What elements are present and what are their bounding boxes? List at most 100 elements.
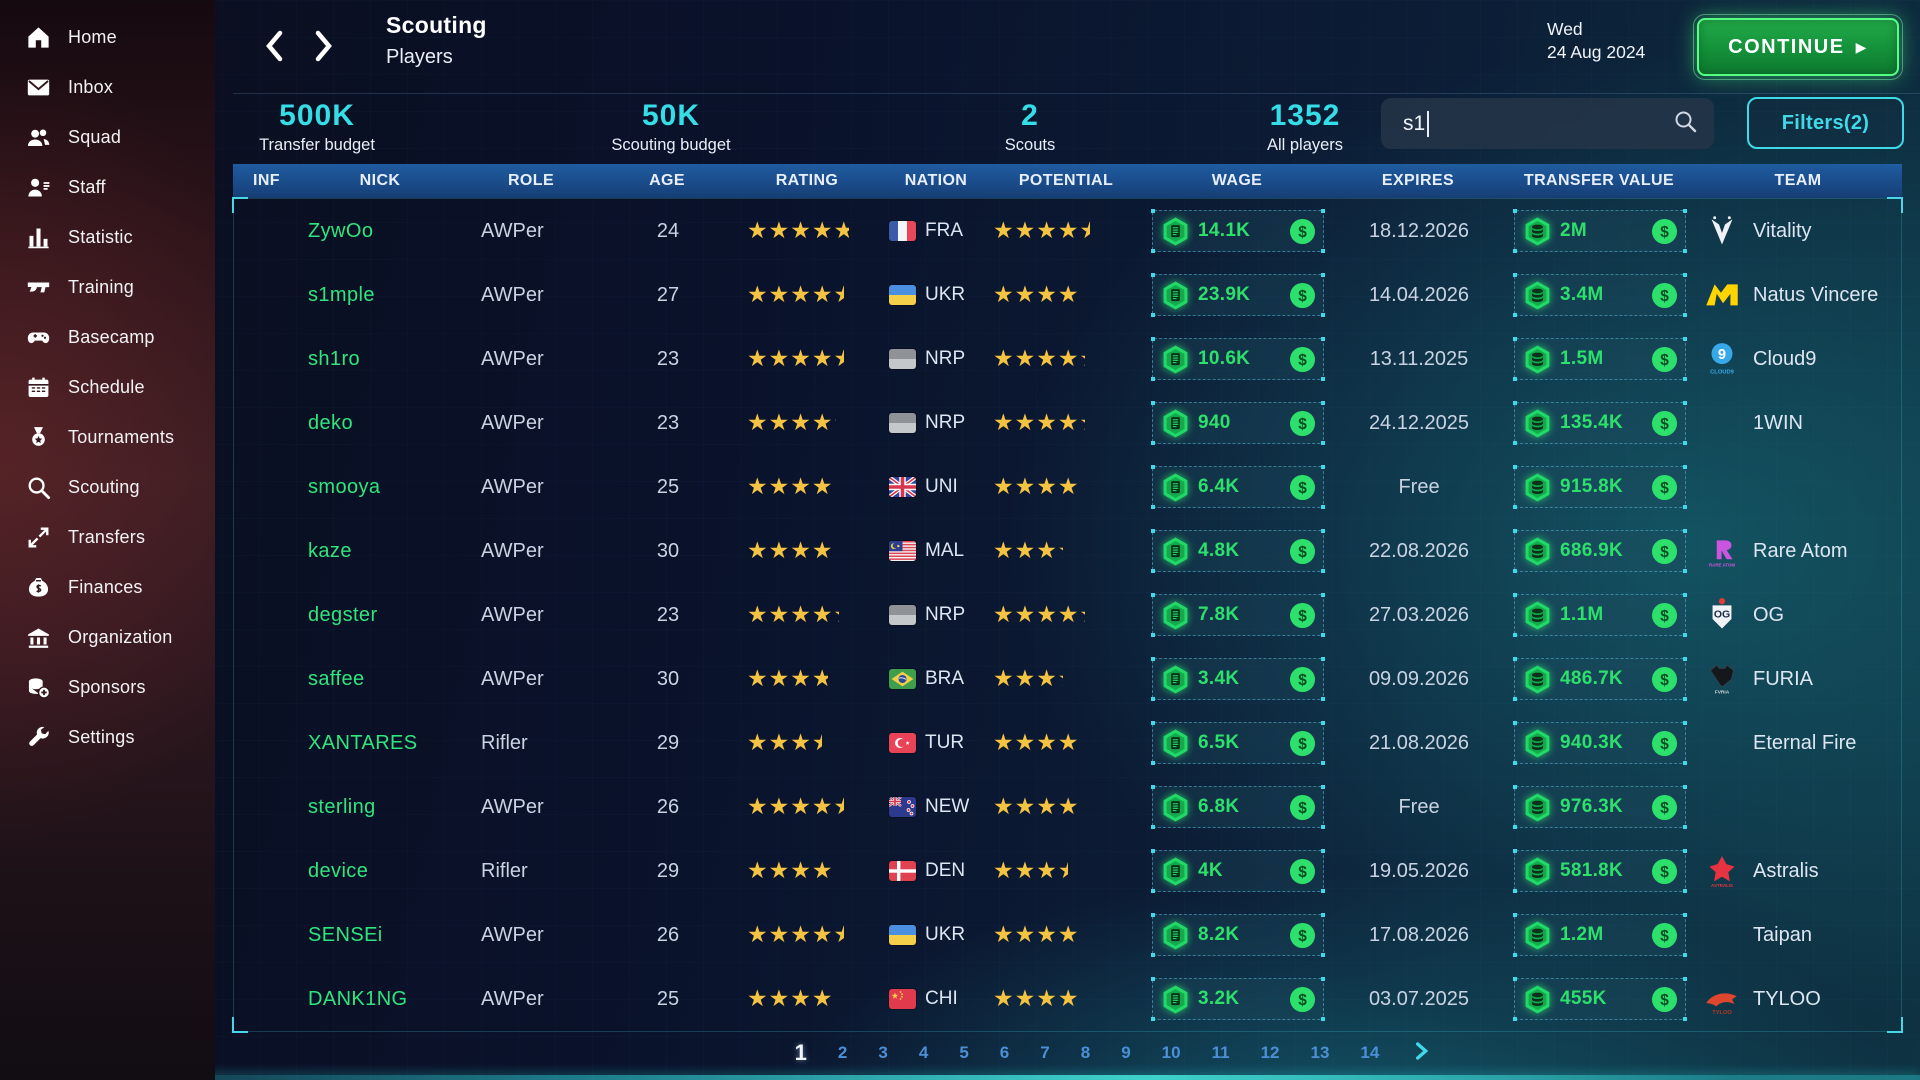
player-nick[interactable]: ZywOo xyxy=(308,219,374,242)
page-9[interactable]: 9 xyxy=(1121,1043,1131,1062)
column-header-rating[interactable]: RATING xyxy=(775,172,839,189)
table-row[interactable]: saffeeAWPer30★★★★BRA★★★★3.4K$09.09.20264… xyxy=(234,647,1901,711)
table-row[interactable]: DANK1NG AWPer 25 ★ ★ ★ ★ CHI ★ ★ ★ ★ 3.2K $03.07.2025… xyxy=(234,967,1901,1031)
sidebar-item-home[interactable]: Home xyxy=(0,12,215,62)
player-nick[interactable]: device xyxy=(308,859,369,882)
player-nick[interactable]: sterling xyxy=(308,795,376,818)
sidebar-item-tournaments[interactable]: Tournaments xyxy=(0,412,215,462)
table-row[interactable]: dekoAWPer23★★★★★NRP★★★★★940$24.12.202513… xyxy=(234,391,1901,455)
star-icon: ★ xyxy=(1014,729,1036,756)
svg-text:$: $ xyxy=(1298,351,1307,368)
page-5[interactable]: 5 xyxy=(959,1043,969,1062)
team-cell: 1WIN xyxy=(1695,405,1903,441)
star-icon: ★ xyxy=(790,281,811,308)
table-row[interactable]: SENSEi AWPer 26 ★ ★ ★ ★ ★ UKR ★ ★ ★ ★ 8.2K $17.08.2026… xyxy=(234,903,1901,967)
player-nick[interactable]: deko xyxy=(308,411,353,434)
sidebar-item-sponsors[interactable]: Sponsors xyxy=(0,662,215,712)
forward-button[interactable] xyxy=(306,30,342,66)
star-icon: ★ xyxy=(1036,793,1057,820)
coins-hex-icon xyxy=(1522,216,1553,247)
player-nick[interactable]: sh1ro xyxy=(308,347,361,370)
player-role: AWPer xyxy=(481,987,544,1010)
table-row[interactable]: ZywOo AWPer 24 ★ ★ ★ ★ ★ FRA ★ ★ ★ ★ ★ 14.1K $18.12.202… xyxy=(234,199,1901,263)
column-header-age[interactable]: AGE xyxy=(649,172,685,189)
page-6[interactable]: 6 xyxy=(999,1043,1010,1062)
page-7[interactable]: 7 xyxy=(1040,1043,1050,1062)
table-corner-bracket xyxy=(232,1017,248,1033)
sidebar-item-squad[interactable]: Squad xyxy=(0,112,215,162)
page-4[interactable]: 4 xyxy=(918,1043,929,1062)
table-row[interactable]: degsterAWPer23★★★★★NRP★★★★★7.8K$27.03.20… xyxy=(234,583,1901,647)
coins-hex-icon xyxy=(1522,856,1553,887)
sidebar-item-statistic[interactable]: Statistic xyxy=(0,212,215,262)
column-header-role[interactable]: ROLE xyxy=(507,172,555,189)
wage-badge: 23.9K $ xyxy=(1151,273,1325,317)
player-nation: NRP xyxy=(883,348,991,370)
page-2[interactable]: 2 xyxy=(837,1043,848,1062)
sidebar-item-settings[interactable]: Settings xyxy=(0,712,215,762)
star-icon: ★ xyxy=(993,217,1014,244)
sidebar-item-schedule[interactable]: Schedule xyxy=(0,362,215,412)
player-nick[interactable]: degster xyxy=(308,603,378,626)
flag-bra-icon xyxy=(889,669,916,689)
column-header-expires[interactable]: EXPIRES xyxy=(1381,172,1455,189)
next-page-button[interactable] xyxy=(1413,1041,1429,1065)
sidebar-item-basecamp[interactable]: Basecamp xyxy=(0,312,215,362)
table-row[interactable]: kazeAWPer30★★★★MAL★★★★4.8K$22.08.2026686… xyxy=(234,519,1901,583)
page-13[interactable]: 13 xyxy=(1310,1043,1330,1062)
sidebar-item-scouting[interactable]: Scouting xyxy=(0,462,215,512)
player-role: Rifler xyxy=(481,731,528,754)
player-nick[interactable]: kaze xyxy=(308,539,352,562)
star-icon: ★ xyxy=(1014,345,1036,372)
player-nick[interactable]: s1mple xyxy=(308,283,375,306)
page-3[interactable]: 3 xyxy=(878,1043,888,1062)
sidebar-item-staff[interactable]: Staff xyxy=(0,162,215,212)
column-header-nation[interactable]: NATION xyxy=(904,172,968,189)
page-1[interactable]: 1 xyxy=(794,1040,807,1065)
back-button[interactable] xyxy=(256,30,292,66)
page-11[interactable]: 11 xyxy=(1211,1043,1230,1062)
table-row[interactable]: smooya AWPer 25 ★ ★ ★ ★ UNI ★ ★ ★ ★ 6.4K $ Free 915.8K $ xyxy=(234,455,1901,519)
svg-text:$: $ xyxy=(1298,223,1307,240)
player-nick[interactable]: DANK1NG xyxy=(308,987,408,1010)
filters-button[interactable]: Filters(2) xyxy=(1747,97,1904,149)
column-header-potential[interactable]: POTENTIAL xyxy=(1018,172,1114,189)
player-nick[interactable]: saffee xyxy=(308,667,365,690)
player-nick[interactable]: SENSEi xyxy=(308,923,383,946)
column-header-team[interactable]: TEAM xyxy=(1774,172,1822,189)
team-cell: FVRIA FURIA xyxy=(1695,661,1903,697)
column-header-inf[interactable]: INF xyxy=(253,172,280,189)
coins-hex-icon xyxy=(1522,472,1553,503)
header-divider xyxy=(233,93,1920,94)
nation-code: NRP xyxy=(925,604,966,625)
player-nick[interactable]: smooya xyxy=(308,475,381,498)
search-input[interactable]: s1 xyxy=(1381,98,1714,149)
column-header-transfer-value[interactable]: TRANSFER VALUE xyxy=(1523,172,1675,189)
table-row[interactable]: XANTARES Rifler 29 ★ ★ ★ ★ TUR ★ ★ ★ ★ 6.5K $21.08.20… xyxy=(234,711,1901,775)
table-row[interactable]: device Rifler 29 ★ ★ ★ ★ DEN ★ ★ ★ ★ 4K $19.05.2026 58… xyxy=(234,839,1901,903)
table-row[interactable]: s1mple AWPer 27 ★ ★ ★ ★ ★ UKR ★ ★ ★ ★ 23.9K $14.04.202… xyxy=(234,263,1901,327)
continue-button[interactable]: CONTINUE ▶ xyxy=(1693,14,1903,80)
transfer-value-cell: 3.4M $ xyxy=(1505,273,1695,317)
sidebar-item-transfers[interactable]: Transfers xyxy=(0,512,215,562)
table-row[interactable]: sterling AWPer 26 ★ ★ ★ ★ ★ NEW ★ ★ ★ ★ 6.8K $ Free 976.… xyxy=(234,775,1901,839)
sidebar-item-organization[interactable]: Organization xyxy=(0,612,215,662)
player-nick[interactable]: XANTARES xyxy=(308,731,418,754)
star-icon: ★ xyxy=(768,601,790,628)
column-header-nick[interactable]: NICK xyxy=(359,172,401,189)
page-8[interactable]: 8 xyxy=(1080,1043,1091,1062)
sidebar-item-training[interactable]: Training xyxy=(0,262,215,312)
table-row[interactable]: sh1roAWPer23★★★★★NRP★★★★★10.6K$13.11.202… xyxy=(234,327,1901,391)
page-subtitle: Players xyxy=(386,46,453,68)
rating-stars: ★★★★★ xyxy=(733,923,883,947)
sidebar-item-inbox[interactable]: Inbox xyxy=(0,62,215,112)
page-12[interactable]: 12 xyxy=(1260,1043,1280,1062)
sidebar-item-finances[interactable]: Finances xyxy=(0,562,215,612)
star-icon: ★ xyxy=(1057,921,1079,948)
page-14[interactable]: 14 xyxy=(1360,1043,1380,1062)
transfer-value-cell: 486.7K $ xyxy=(1505,657,1695,701)
column-header-wage[interactable]: WAGE xyxy=(1211,172,1263,189)
star-icon: ★ xyxy=(1036,217,1057,244)
page-10[interactable]: 10 xyxy=(1161,1043,1181,1062)
